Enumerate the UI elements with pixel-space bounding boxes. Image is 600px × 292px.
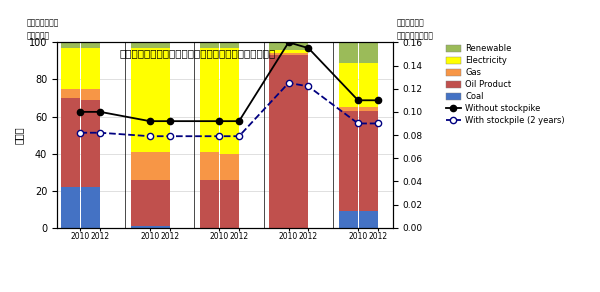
- Bar: [131, 226, 150, 228]
- Bar: [339, 211, 358, 228]
- Legend: Renewable, Electricity, Gas, Oil Product, Coal, Without stockpike, With stockpil: Renewable, Electricity, Gas, Oil Product…: [444, 43, 566, 127]
- Bar: [339, 107, 358, 111]
- Bar: [269, 55, 289, 228]
- Y-axis label: （％）: （％）: [13, 126, 23, 144]
- Bar: [289, 55, 308, 228]
- Bar: [220, 180, 239, 228]
- Bar: [131, 42, 150, 48]
- Bar: [81, 48, 100, 89]
- Text: 消費の構成: 消費の構成: [27, 31, 50, 40]
- Bar: [131, 48, 150, 152]
- Bar: [61, 98, 80, 187]
- Bar: [359, 107, 378, 111]
- Bar: [220, 42, 239, 48]
- Bar: [81, 42, 100, 48]
- Bar: [289, 50, 308, 53]
- Bar: [220, 48, 239, 154]
- Bar: [81, 187, 100, 228]
- Bar: [339, 42, 358, 63]
- Bar: [131, 180, 150, 226]
- Bar: [359, 42, 378, 63]
- Bar: [151, 48, 170, 152]
- Bar: [359, 211, 378, 228]
- Bar: [269, 42, 289, 50]
- Bar: [151, 152, 170, 180]
- Bar: [200, 180, 219, 228]
- Bar: [289, 42, 308, 50]
- Text: 【最終エネルギー消費のセキュリティ・インデックス】: 【最終エネルギー消費のセキュリティ・インデックス】: [120, 48, 276, 58]
- Bar: [200, 48, 219, 152]
- Bar: [151, 180, 170, 226]
- Bar: [339, 63, 358, 107]
- Bar: [269, 53, 289, 55]
- Text: 最終エネルギー: 最終エネルギー: [27, 18, 59, 27]
- Bar: [269, 50, 289, 53]
- Text: インデックスの値: インデックスの値: [397, 31, 433, 40]
- Bar: [61, 187, 80, 228]
- Bar: [289, 53, 308, 55]
- Bar: [359, 63, 378, 107]
- Bar: [61, 42, 80, 48]
- Bar: [131, 152, 150, 180]
- Bar: [220, 154, 239, 180]
- Bar: [359, 111, 378, 211]
- Bar: [81, 100, 100, 187]
- Bar: [200, 152, 219, 180]
- Bar: [200, 42, 219, 48]
- Bar: [151, 226, 170, 228]
- Bar: [339, 111, 358, 211]
- Bar: [151, 42, 170, 48]
- Bar: [61, 89, 80, 98]
- Bar: [61, 48, 80, 89]
- Text: セキュリティ: セキュリティ: [397, 18, 424, 27]
- Bar: [81, 89, 100, 100]
